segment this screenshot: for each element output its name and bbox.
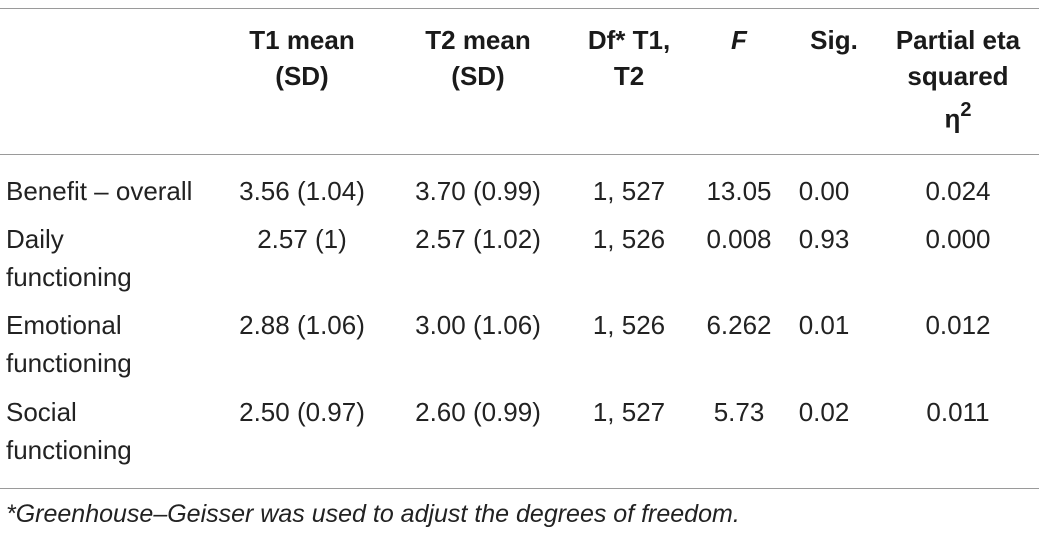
row-label-benefit-overall: Benefit – overall xyxy=(6,176,193,206)
row2-t2: 2.57 (1.02) xyxy=(415,224,541,254)
row1-df: 1, 527 xyxy=(592,176,666,206)
row4-df: 1, 527 xyxy=(592,397,666,427)
row3-df: 1, 526 xyxy=(592,310,666,340)
header-t1-mean: T1 mean (SD) xyxy=(249,25,355,91)
row2-eta: 0.000 xyxy=(925,224,991,254)
row1-t2: 3.70 (0.99) xyxy=(415,176,541,206)
table-bottom-rule xyxy=(0,488,1039,489)
row3-f: 6.262 xyxy=(706,310,772,340)
row-label-social-functioning: Social functioning xyxy=(6,397,132,465)
header-f: F xyxy=(731,25,747,55)
row2-sig: 0.93 xyxy=(798,224,850,254)
row3-t1: 2.88 (1.06) xyxy=(239,310,365,340)
header-t2-mean: T2 mean (SD) xyxy=(425,25,531,91)
row1-f: 13.05 xyxy=(706,176,772,206)
row2-df: 1, 526 xyxy=(592,224,666,254)
header-partial-eta-squared: Partial eta squared η2 xyxy=(878,22,1038,137)
row3-eta: 0.012 xyxy=(925,310,991,340)
row4-eta: 0.011 xyxy=(926,397,990,427)
row4-f: 5.73 xyxy=(713,397,765,427)
header-sig: Sig. xyxy=(810,25,858,55)
row-label-emotional-functioning: Emotional functioning xyxy=(6,310,132,378)
row1-eta: 0.024 xyxy=(925,176,991,206)
header-df: Df* T1, T2 xyxy=(587,25,671,91)
row3-t2: 3.00 (1.06) xyxy=(415,310,541,340)
header-bottom-rule xyxy=(0,154,1039,155)
row-label-daily-functioning: Daily functioning xyxy=(6,224,132,292)
table-top-rule xyxy=(0,8,1039,9)
row2-f: 0.008 xyxy=(706,224,772,254)
row1-sig: 0.00 xyxy=(798,176,850,206)
row2-t1: 2.57 (1) xyxy=(257,224,347,254)
eta-squared-symbol: η2 xyxy=(944,99,972,134)
row1-t1: 3.56 (1.04) xyxy=(239,176,365,206)
row4-sig: 0.02 xyxy=(798,397,850,427)
table-footnote: *Greenhouse–Geisser was used to adjust t… xyxy=(6,500,740,528)
row4-t2: 2.60 (0.99) xyxy=(415,397,541,427)
row3-sig: 0.01 xyxy=(798,310,850,340)
row4-t1: 2.50 (0.97) xyxy=(239,397,365,427)
